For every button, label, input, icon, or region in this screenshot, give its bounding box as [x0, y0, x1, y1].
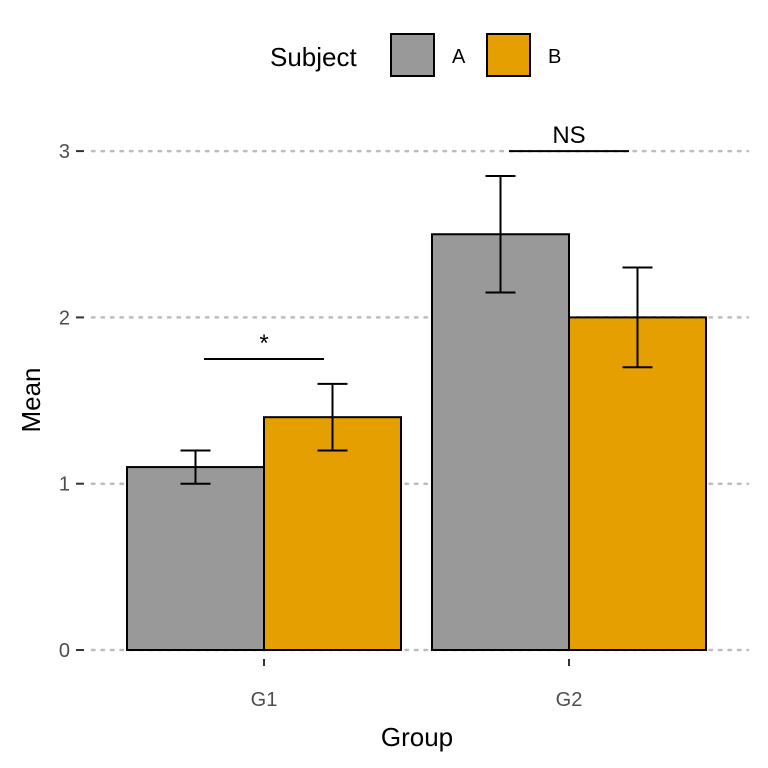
- annotation-G2: NS: [509, 122, 629, 153]
- x-axis: G1 G2: [251, 659, 583, 711]
- bar-A-G1: [126, 466, 265, 651]
- x-axis-title: Group: [381, 722, 453, 752]
- bar-B-G1: [263, 416, 402, 651]
- y-tick-label-3: 3: [59, 141, 70, 163]
- legend-title: Subject: [270, 42, 357, 72]
- error-bar-B-G1: [317, 382, 348, 452]
- error-bar-B-G2: [622, 266, 653, 369]
- legend-key-B: [486, 33, 531, 77]
- legend-label-B: B: [548, 46, 561, 68]
- annotation-G1: *: [204, 330, 324, 360]
- legend: Subject A B: [270, 33, 561, 77]
- bar-B-G2: [568, 316, 707, 651]
- annotation-label-G1: *: [259, 330, 268, 357]
- legend-label-A: A: [452, 46, 466, 68]
- annotation-label-G2: NS: [552, 122, 585, 149]
- bars: [126, 233, 707, 651]
- x-tick-label-G2: G2: [556, 689, 583, 711]
- y-tick-label-0: 0: [59, 640, 70, 662]
- y-tick-label-2: 2: [59, 307, 70, 329]
- error-bar-A-G2: [485, 175, 516, 294]
- significance-annotations: * NS: [204, 122, 629, 360]
- error-bars: [180, 175, 653, 485]
- x-tick-label-G1: G1: [251, 689, 278, 711]
- y-axis-title: Mean: [16, 367, 46, 432]
- legend-key-A: [390, 33, 435, 77]
- error-bar-A-G1: [180, 449, 211, 485]
- y-tick-label-1: 1: [59, 474, 70, 496]
- y-axis: 0 1 2 3: [59, 141, 84, 662]
- bar-A-G2: [431, 233, 570, 651]
